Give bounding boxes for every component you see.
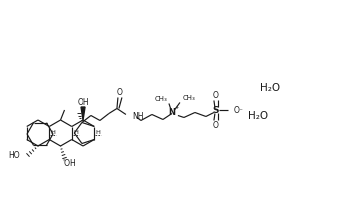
Text: N: N xyxy=(168,108,175,117)
Text: S: S xyxy=(213,106,219,115)
Text: H: H xyxy=(51,130,56,135)
Text: H: H xyxy=(73,130,78,135)
Text: +: + xyxy=(175,105,179,110)
Text: NH: NH xyxy=(132,112,143,121)
Text: O: O xyxy=(117,88,123,97)
Text: H: H xyxy=(96,130,101,135)
Polygon shape xyxy=(81,107,85,120)
Text: H₂O: H₂O xyxy=(260,83,280,93)
Text: CH₃: CH₃ xyxy=(183,96,196,102)
Text: O: O xyxy=(213,121,219,130)
Text: OH: OH xyxy=(77,97,89,107)
Text: H₂O: H₂O xyxy=(248,111,268,121)
Text: CH₃: CH₃ xyxy=(154,96,167,102)
Text: HO: HO xyxy=(8,151,20,160)
Text: O⁻: O⁻ xyxy=(234,106,244,115)
Text: 'OH: 'OH xyxy=(63,159,76,169)
Text: O: O xyxy=(213,91,219,100)
